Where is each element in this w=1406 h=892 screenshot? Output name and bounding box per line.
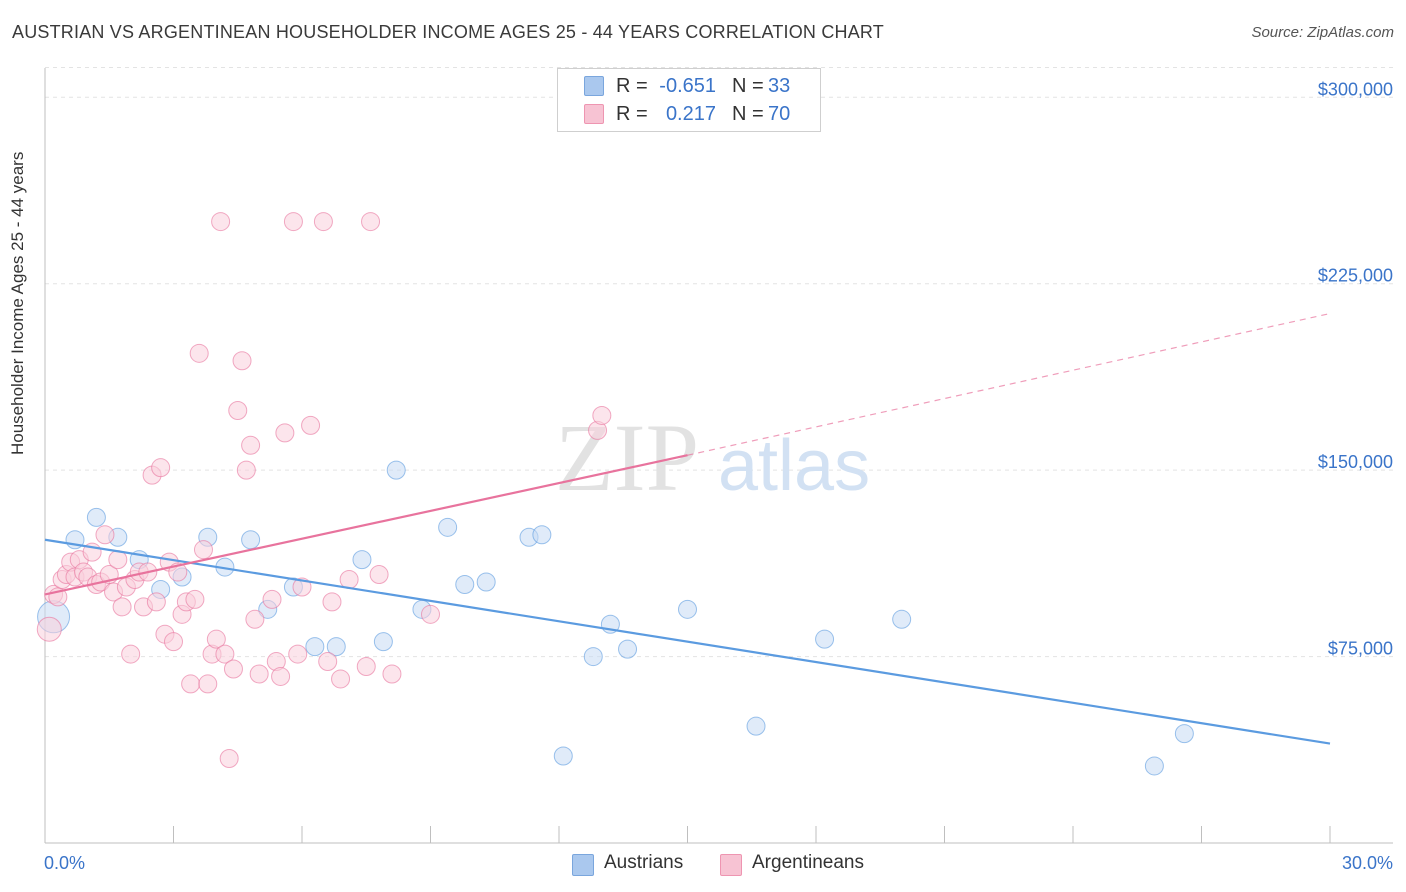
argentinean-point: [421, 604, 440, 624]
trend-lines: [44, 312, 1331, 745]
y-tick-label: $300,000: [1318, 79, 1393, 99]
argentinean-point: [382, 664, 402, 684]
argentinean-point: [232, 351, 252, 371]
axes: [44, 68, 1393, 844]
austrian-point: [241, 530, 261, 550]
austrian-point: [476, 572, 496, 592]
argentinean-point: [164, 632, 183, 652]
argentinean-point: [592, 405, 612, 425]
argentinean-trend-extension: [687, 312, 1331, 456]
austrian-point: [553, 746, 573, 766]
chart-title: AUSTRIAN VS ARGENTINEAN HOUSEHOLDER INCO…: [12, 22, 884, 42]
argentinean-point: [151, 458, 171, 478]
legend-label: Austrians: [604, 852, 684, 873]
austrian-point: [746, 716, 766, 736]
n-value: 70: [768, 103, 791, 125]
austrian-point: [618, 639, 638, 659]
stats-row-austrians: R = -0.651 N = 33: [558, 73, 820, 101]
r-value: -0.651: [659, 75, 716, 97]
austrian-point: [815, 629, 835, 649]
argentinean-point: [181, 674, 201, 694]
austrian-trend-line: [44, 538, 1331, 745]
argentinean-point: [121, 644, 141, 664]
austrian-point: [305, 637, 325, 657]
argentinean-point: [198, 674, 218, 694]
tick-labels: $75,000 $150,000 $225,000 $300,000 0.0% 30.0%: [44, 79, 1393, 873]
argentinean-point: [236, 460, 256, 480]
argentinean-point: [189, 343, 209, 363]
y-tick-label: $75,000: [1328, 639, 1393, 659]
argentinean-point: [112, 597, 132, 617]
argentineans-swatch: [720, 854, 742, 876]
austrian-point: [373, 632, 393, 652]
legend-label: Argentineans: [752, 852, 864, 873]
argentineans-swatch: [584, 104, 604, 124]
argentinean-point: [245, 609, 265, 629]
gridlines: [45, 66, 1393, 658]
argentinean-point: [283, 212, 303, 232]
x-tick-label: 30.0%: [1342, 853, 1393, 873]
argentinean-point: [361, 212, 381, 232]
source-label: Source: ZipAtlas.com: [1251, 24, 1394, 41]
n-label: N =: [732, 75, 764, 97]
argentinean-trend-line: [44, 454, 688, 596]
y-tick-label: $150,000: [1318, 452, 1393, 472]
argentinean-point: [313, 212, 333, 232]
r-label: R =: [616, 75, 648, 97]
r-label: R =: [616, 103, 648, 125]
argentinean-point: [275, 423, 295, 443]
argentinean-point: [241, 435, 261, 455]
austrian-point: [583, 647, 603, 667]
austrian-point: [1174, 724, 1194, 744]
austrian-point: [892, 609, 912, 629]
argentinean-point: [211, 212, 231, 232]
austrians-swatch: [572, 854, 594, 876]
data-points: [36, 212, 1194, 776]
argentinean-point: [206, 629, 226, 649]
austrian-point: [455, 574, 475, 594]
austrian-point: [532, 525, 552, 545]
argentinean-point: [331, 669, 351, 689]
austrians-swatch: [584, 76, 604, 96]
stats-box: R = -0.651 N = 33 R = 0.217 N = 70: [557, 68, 821, 132]
argentinean-point: [228, 400, 248, 420]
austrian-point: [326, 637, 346, 657]
n-label: N =: [732, 103, 764, 125]
argentinean-point: [292, 577, 312, 597]
argentinean-point: [249, 664, 269, 684]
austrian-point: [86, 507, 106, 527]
argentinean-point: [223, 659, 243, 679]
argentinean-point: [95, 525, 115, 545]
x-tick-label: 0.0%: [44, 853, 85, 873]
r-value: 0.217: [665, 103, 716, 125]
y-axis-label: Householder Income Ages 25 - 44 years: [8, 151, 27, 455]
argentinean-point: [301, 415, 321, 435]
argentinean-point: [262, 589, 282, 609]
argentinean-point: [322, 592, 342, 612]
argentinean-point: [193, 540, 213, 560]
argentinean-point: [185, 589, 205, 609]
austrian-point: [352, 550, 372, 570]
austrian-point: [678, 599, 697, 619]
argentinean-point: [215, 644, 235, 664]
argentinean-point: [36, 616, 62, 642]
argentinean-point: [271, 666, 291, 686]
argentinean-point: [369, 565, 389, 585]
austrian-point: [386, 460, 406, 480]
austrian-point: [438, 517, 458, 537]
watermark-atlas: atlas: [718, 426, 870, 506]
argentinean-point: [219, 748, 239, 768]
argentinean-point: [146, 592, 166, 612]
stats-row-argentineans: R = 0.217 N = 70: [558, 101, 820, 129]
argentinean-point: [339, 570, 359, 590]
argentinean-point: [318, 652, 338, 672]
austrian-point: [1144, 756, 1164, 776]
argentinean-point: [356, 657, 376, 677]
y-tick-label: $225,000: [1318, 266, 1393, 286]
argentinean-point: [288, 644, 308, 664]
n-value: 33: [768, 75, 791, 97]
